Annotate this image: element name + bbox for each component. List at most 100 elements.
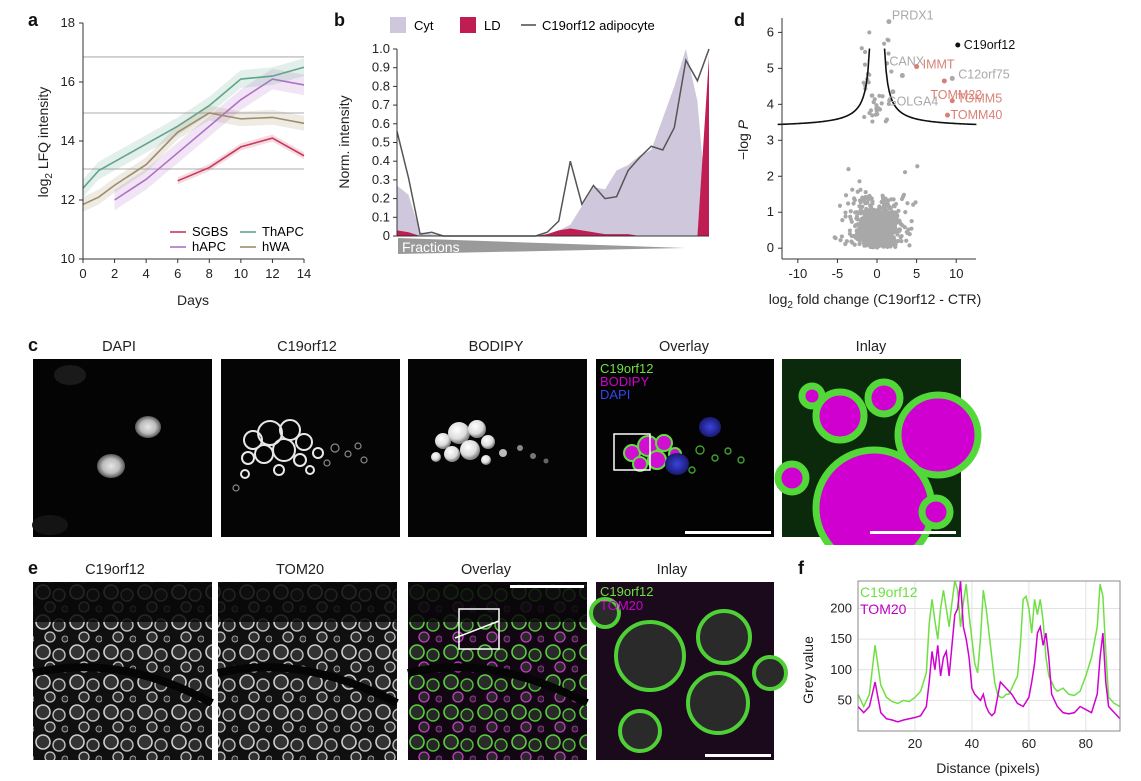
- legend-hapc: hAPC: [192, 239, 226, 254]
- volcano-point: [872, 229, 877, 234]
- panel-d-plot-area: [777, 30, 977, 250]
- panel-label-c: c: [28, 335, 38, 355]
- c-image-bodipy: [408, 359, 587, 537]
- volcano-point: [862, 49, 868, 55]
- c-image-inlay: [774, 359, 982, 545]
- panel-b-plot-area: [396, 48, 710, 237]
- y-tick-label: 5: [767, 60, 774, 75]
- volcano-point: [868, 108, 874, 113]
- volcano-point: [896, 208, 901, 213]
- y-tick-label: 150: [830, 631, 852, 646]
- panel-f-axes: 20 40 60 80 50 100 150 200: [830, 580, 1121, 751]
- y-tick-label: 2: [767, 168, 774, 183]
- e-title-tom20: TOM20: [276, 562, 324, 578]
- labeled-point-PRDX1: [886, 19, 892, 25]
- volcano-point: [860, 195, 865, 200]
- y-tick-label: 0.8: [372, 78, 390, 93]
- volcano-point: [915, 164, 920, 169]
- volcano-point: [851, 201, 856, 206]
- volcano-point: [845, 201, 851, 206]
- panel-a-ylabel: log2 LFQ intensity: [35, 87, 55, 198]
- volcano-point: [872, 97, 877, 102]
- volcano-point: [887, 98, 892, 103]
- volcano-point: [884, 209, 890, 214]
- e-image-tom20: [217, 582, 399, 760]
- volcano-point: [878, 236, 883, 241]
- volcano-point: [897, 219, 902, 224]
- x-tick-label: 10: [234, 266, 248, 281]
- legend-c19orf12-adipocyte: C19orf12 adipocyte: [542, 18, 655, 33]
- volcano-point: [862, 234, 867, 239]
- volcano-point: [857, 198, 863, 203]
- volcano-point: [844, 239, 849, 244]
- volcano-point: [883, 119, 888, 124]
- volcano-point: [879, 101, 884, 106]
- y-tick-label: 4: [767, 96, 774, 111]
- volcano-point: [909, 219, 914, 224]
- volcano-point: [905, 201, 910, 206]
- inlay-legend-c19orf12: C19orf12: [600, 584, 653, 599]
- panel-label-b: b: [334, 10, 345, 30]
- x-tick-label: 20: [908, 736, 922, 751]
- volcano-point: [854, 228, 859, 233]
- panel-a-legend: SGBS ThAPC hAPC hWA: [170, 224, 304, 254]
- panel-f-chart: f 20 40 60 80 50 100 150 200 C19orf12 TOM20 Dis…: [798, 558, 1121, 776]
- volcano-point: [862, 62, 868, 67]
- panel-d-xlabel: log2 fold change (C19orf12 - CTR): [769, 291, 982, 311]
- volcano-point: [882, 234, 887, 240]
- x-tick-label: 14: [297, 266, 311, 281]
- area-cyt: [397, 49, 709, 236]
- overlay-legend-dapi: DAPI: [600, 387, 630, 402]
- point-label-CANX: CANX: [889, 55, 924, 69]
- y-tick-label: 18: [61, 15, 75, 30]
- volcano-point: [900, 223, 905, 228]
- volcano-point: [873, 112, 878, 117]
- scale-bar: [510, 585, 584, 588]
- volcano-point: [864, 239, 869, 244]
- volcano-point: [858, 231, 864, 236]
- volcano-point: [855, 189, 860, 194]
- y-tick-label: 0: [767, 240, 774, 255]
- x-tick-label: 0: [873, 266, 880, 281]
- volcano-point: [889, 69, 894, 74]
- volcano-point: [904, 238, 909, 243]
- c-image-dapi: [32, 359, 212, 537]
- volcano-point: [881, 208, 886, 213]
- volcano-point: [849, 219, 854, 224]
- volcano-point: [857, 204, 862, 209]
- y-tick-label: 100: [830, 662, 852, 677]
- volcano-point: [885, 37, 890, 42]
- volcano-point: [887, 222, 892, 227]
- volcano-point: [843, 214, 848, 219]
- overlay-inset-box: [458, 608, 500, 650]
- x-tick-label: 6: [174, 266, 181, 281]
- volcano-point: [854, 216, 859, 221]
- volcano-point: [877, 93, 882, 98]
- point-label-C19orf12: C19orf12: [964, 38, 1015, 52]
- panel-b-legend: Cyt LD C19orf12 adipocyte: [390, 17, 655, 33]
- volcano-point: [881, 221, 886, 226]
- x-tick-label: 10: [949, 266, 963, 281]
- volcano-point: [889, 209, 894, 214]
- series-band-hWA: [83, 105, 304, 212]
- labeled-point-C19orf12: [955, 42, 961, 48]
- panel-a-axes: 0 2 4 6 8 10 12 14 10 12 14 16 18: [61, 15, 312, 281]
- panel-c-micrographs: c DAPI C19orf12 BODIPY Overlay Inlay: [28, 335, 982, 545]
- volcano-point: [878, 211, 883, 216]
- volcano-point: [891, 197, 896, 202]
- x-tick-label: 2: [111, 266, 118, 281]
- panel-label-d: d: [734, 10, 745, 30]
- volcano-point: [893, 244, 898, 250]
- volcano-point: [849, 233, 854, 239]
- fractions-gradient-wedge: [398, 238, 685, 254]
- volcano-point: [832, 235, 837, 240]
- volcano-point: [848, 209, 853, 214]
- volcano-point: [900, 194, 906, 199]
- volcano-point: [886, 51, 891, 56]
- volcano-point: [877, 107, 883, 112]
- x-tick-label: 12: [265, 266, 279, 281]
- volcano-point: [893, 201, 899, 207]
- volcano-point: [874, 103, 879, 108]
- labeled-point-GOLGA4: [890, 89, 896, 95]
- volcano-point: [849, 239, 854, 244]
